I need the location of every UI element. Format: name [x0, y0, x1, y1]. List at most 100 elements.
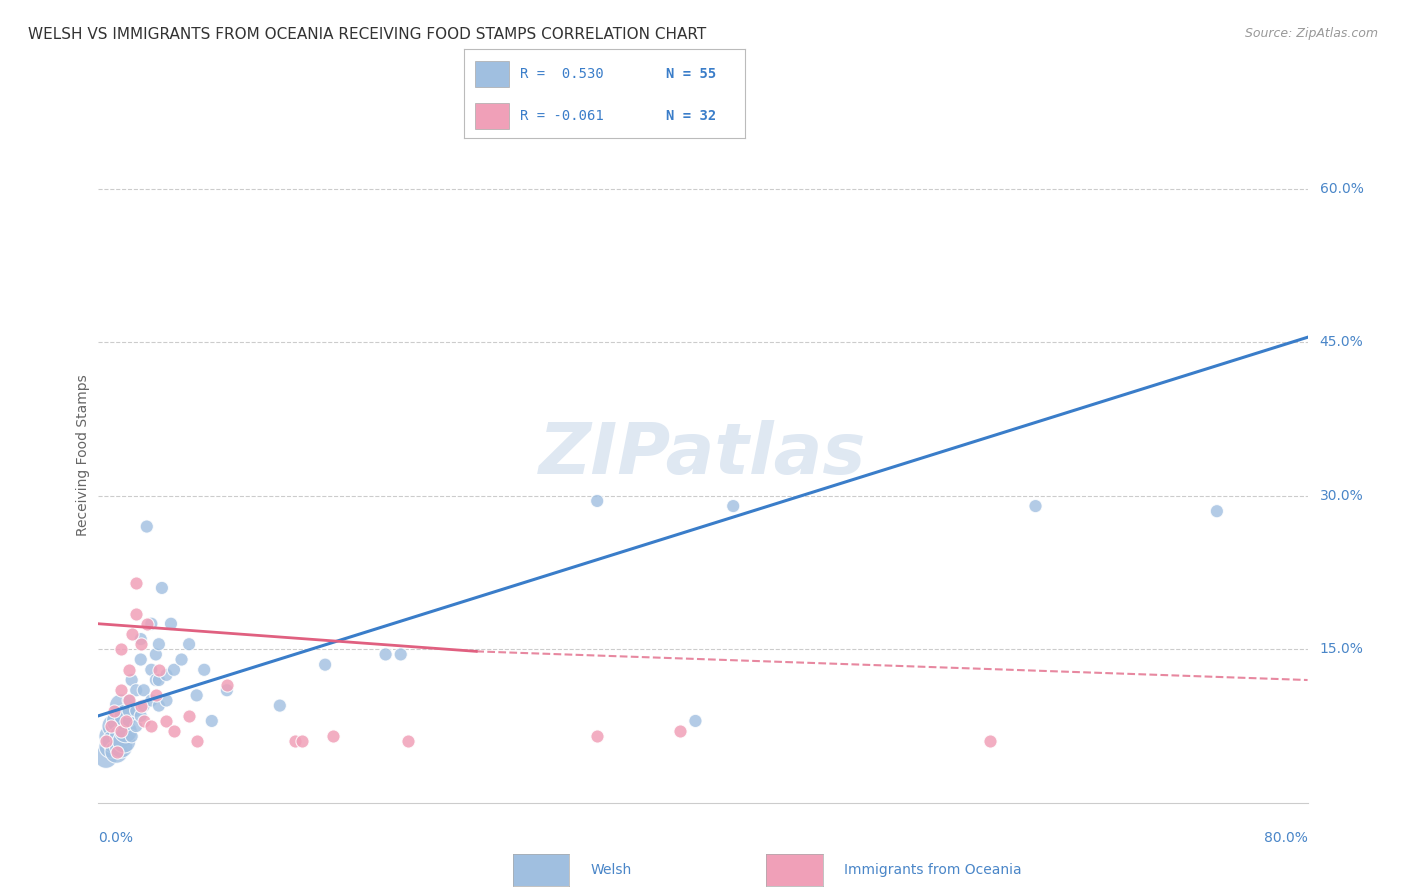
Point: [135, 519, 157, 533]
Point: [132, 683, 155, 698]
Point: [118, 693, 141, 707]
Point: [322, 729, 344, 743]
Point: [163, 724, 186, 739]
Point: [114, 714, 136, 728]
Bar: [475, 103, 509, 129]
Text: WELSH VS IMMIGRANTS FROM OCEANIA RECEIVING FOOD STAMPS CORRELATION CHART: WELSH VS IMMIGRANTS FROM OCEANIA RECEIVI…: [28, 27, 706, 42]
Point: [186, 734, 208, 748]
Text: N = 32: N = 32: [666, 109, 717, 123]
Point: [215, 683, 238, 698]
Point: [135, 616, 157, 631]
Point: [284, 734, 307, 748]
Point: [125, 683, 148, 698]
Y-axis label: Receiving Food Stamps: Receiving Food Stamps: [76, 374, 90, 536]
Point: [125, 607, 148, 621]
Point: [586, 494, 609, 508]
Text: ZIPatlas: ZIPatlas: [540, 420, 866, 490]
Point: [100, 739, 122, 754]
Point: [141, 616, 163, 631]
Point: [118, 693, 141, 707]
Point: [291, 734, 314, 748]
Point: [129, 698, 152, 713]
Point: [314, 657, 336, 672]
Point: [94, 734, 117, 748]
Point: [129, 708, 152, 723]
Point: [141, 693, 163, 707]
Point: [100, 719, 122, 733]
Point: [121, 673, 143, 687]
Point: [721, 499, 744, 513]
Point: [177, 708, 201, 723]
Point: [129, 652, 152, 666]
Point: [110, 683, 132, 698]
Text: N = 55: N = 55: [666, 67, 717, 81]
Point: [94, 749, 117, 764]
Point: [112, 734, 135, 748]
Point: [148, 698, 170, 713]
Point: [141, 719, 163, 733]
Text: Source: ZipAtlas.com: Source: ZipAtlas.com: [1244, 27, 1378, 40]
Point: [215, 678, 238, 692]
Point: [125, 704, 148, 718]
Point: [170, 652, 193, 666]
Point: [121, 729, 143, 743]
Text: 30.0%: 30.0%: [1320, 489, 1364, 503]
Point: [177, 637, 201, 651]
Point: [389, 648, 412, 662]
Point: [160, 616, 183, 631]
Point: [103, 704, 125, 718]
Point: [148, 673, 170, 687]
Point: [103, 719, 125, 733]
Point: [103, 734, 125, 748]
Point: [1206, 504, 1229, 518]
Point: [118, 714, 141, 728]
Text: 15.0%: 15.0%: [1320, 642, 1364, 657]
Point: [193, 663, 215, 677]
Point: [979, 734, 1001, 748]
Text: R = -0.061: R = -0.061: [520, 109, 605, 123]
Point: [129, 637, 152, 651]
Point: [110, 642, 132, 657]
Text: Immigrants from Oceania: Immigrants from Oceania: [844, 863, 1021, 877]
Point: [269, 698, 291, 713]
Point: [141, 663, 163, 677]
Point: [114, 724, 136, 739]
Point: [150, 581, 173, 595]
Point: [145, 648, 167, 662]
Point: [145, 689, 167, 703]
Point: [132, 698, 155, 713]
Point: [148, 663, 170, 677]
Point: [155, 668, 177, 682]
Text: 80.0%: 80.0%: [1264, 830, 1308, 845]
Point: [129, 632, 152, 646]
Point: [121, 627, 143, 641]
Point: [374, 648, 396, 662]
Point: [155, 693, 177, 707]
Point: [669, 724, 692, 739]
Point: [1024, 499, 1046, 513]
Point: [125, 719, 148, 733]
Text: 45.0%: 45.0%: [1320, 335, 1364, 350]
Point: [118, 663, 141, 677]
Text: 60.0%: 60.0%: [1320, 182, 1364, 196]
Text: Welsh: Welsh: [591, 863, 631, 877]
Point: [148, 637, 170, 651]
Point: [132, 714, 155, 728]
Point: [118, 704, 141, 718]
Text: R =  0.530: R = 0.530: [520, 67, 605, 81]
Point: [201, 714, 224, 728]
Point: [125, 575, 148, 590]
Point: [186, 689, 208, 703]
Bar: [475, 61, 509, 87]
Point: [105, 745, 128, 759]
Point: [105, 745, 128, 759]
Point: [110, 698, 132, 713]
Point: [586, 729, 609, 743]
Point: [685, 714, 707, 728]
Point: [110, 739, 132, 754]
Point: [100, 729, 122, 743]
Point: [107, 714, 129, 728]
Point: [110, 724, 132, 739]
Point: [145, 673, 167, 687]
Point: [110, 729, 132, 743]
